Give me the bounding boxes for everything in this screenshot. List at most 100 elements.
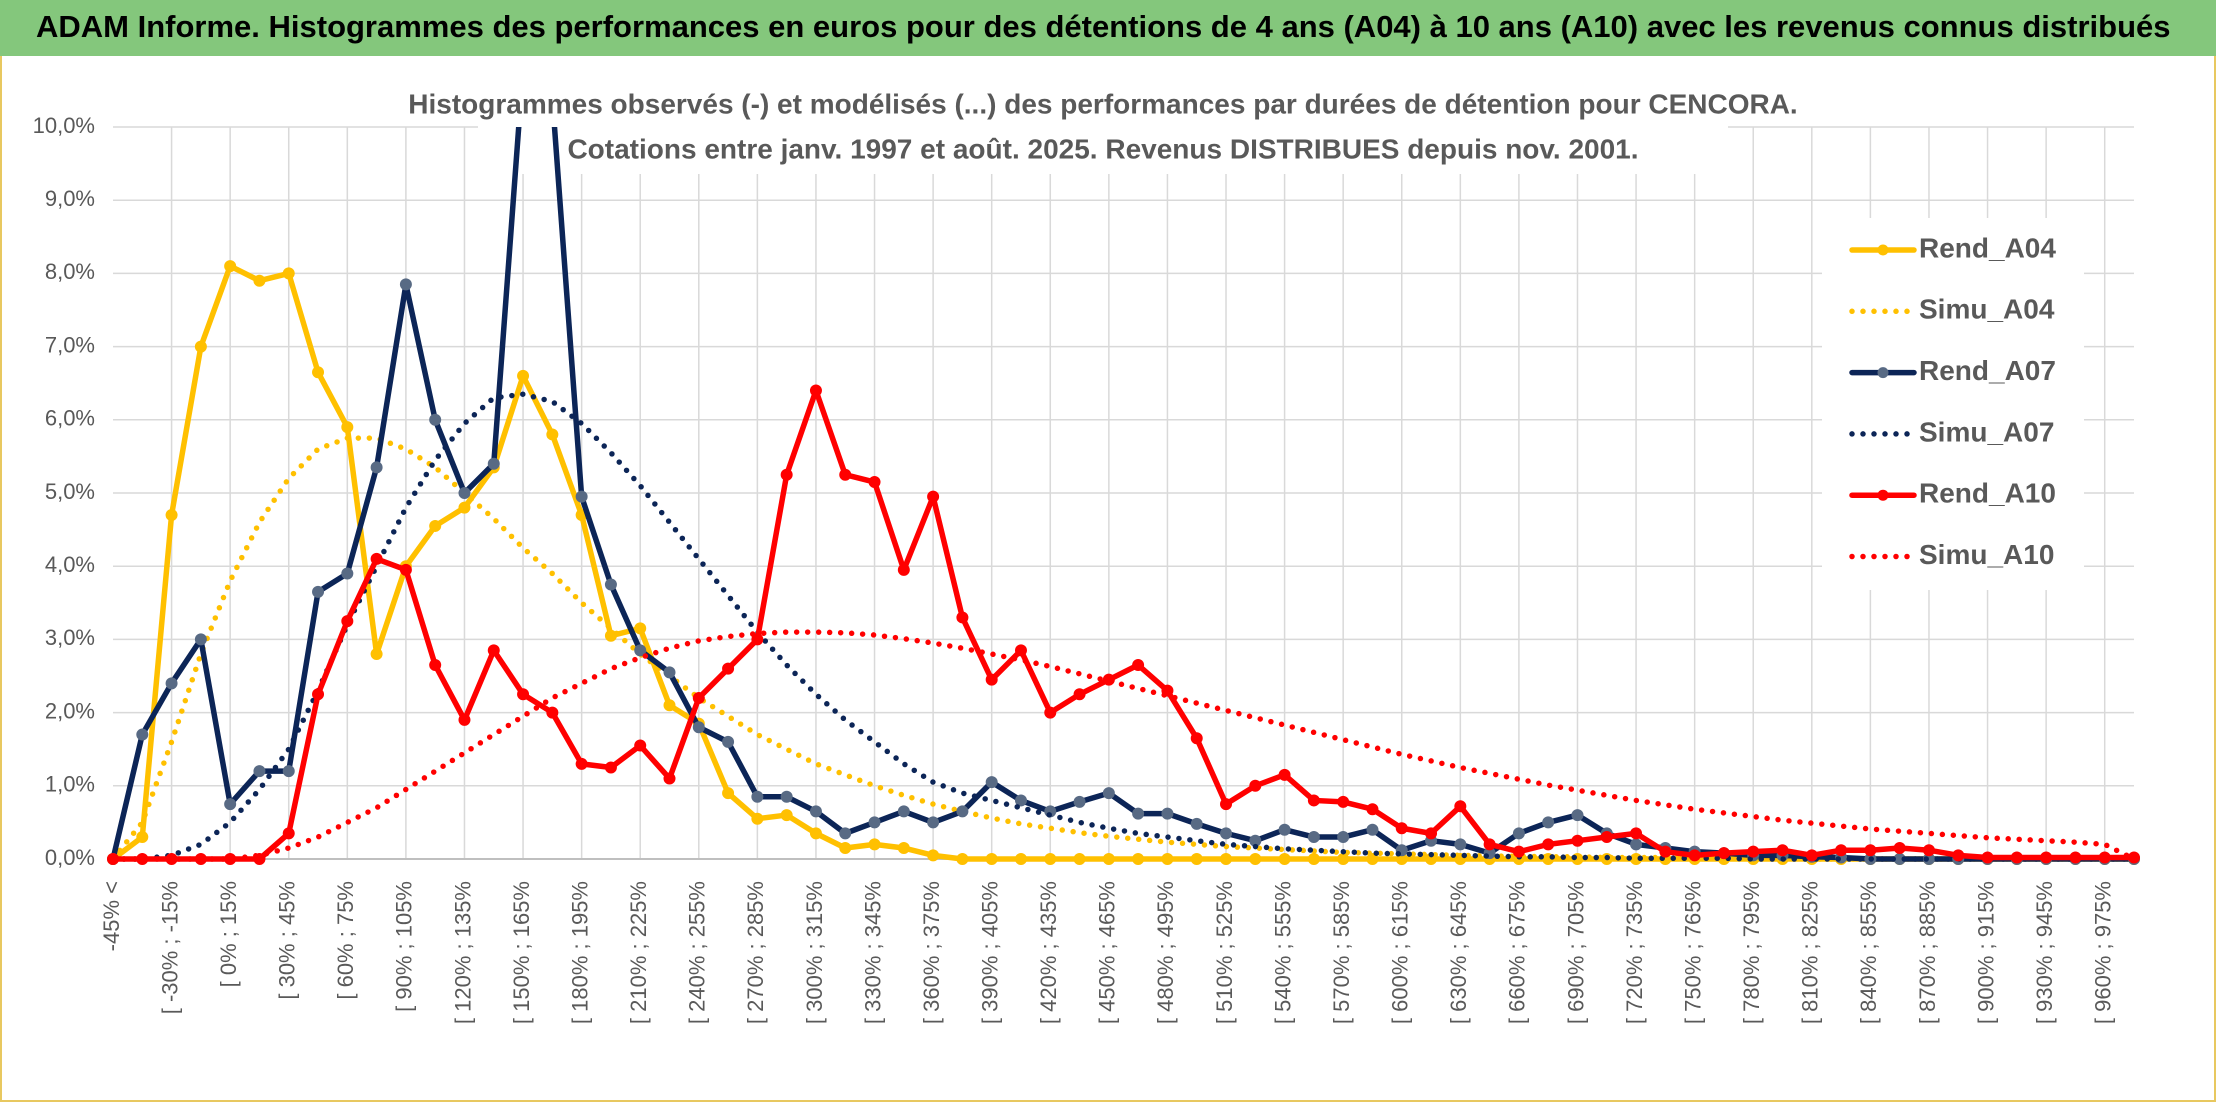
data-point xyxy=(1922,844,1935,857)
y-tick-label: 0,0% xyxy=(45,845,95,870)
data-point xyxy=(780,790,793,803)
legend-label: Rend_A10 xyxy=(1919,478,2056,509)
data-point xyxy=(1044,706,1057,719)
x-tick-label: [ 510% ; 525% xyxy=(1212,881,1237,1024)
data-point xyxy=(2098,851,2111,864)
y-tick-label: 1,0% xyxy=(45,772,95,797)
data-point xyxy=(897,563,910,576)
data-point xyxy=(604,761,617,774)
legend-label: Rend_A07 xyxy=(1919,355,2056,386)
data-point xyxy=(1220,827,1233,840)
data-point xyxy=(1483,838,1496,851)
data-point xyxy=(224,798,237,811)
data-point xyxy=(1014,853,1027,865)
x-tick-label: [ 60% ; 75% xyxy=(333,881,358,1000)
data-point xyxy=(604,578,617,591)
data-point xyxy=(2010,851,2023,864)
x-tick-label: [ 330% ; 345% xyxy=(860,881,885,1024)
x-tick-label: [ 30% ; 45% xyxy=(275,881,300,1000)
data-point xyxy=(1981,851,1994,864)
data-point xyxy=(809,805,822,818)
x-tick-label: [ 270% ; 285% xyxy=(743,881,768,1024)
x-tick-label: [ 570% ; 585% xyxy=(1329,881,1354,1024)
x-tick-label: [ -30% ; -15% xyxy=(157,881,182,1014)
data-point xyxy=(1278,768,1291,781)
data-point xyxy=(927,816,940,829)
legend-label: Simu_A04 xyxy=(1919,294,2055,325)
data-point xyxy=(868,816,881,829)
data-point xyxy=(1307,794,1320,807)
data-point xyxy=(751,633,764,646)
data-point xyxy=(517,688,530,701)
data-point xyxy=(722,735,735,748)
data-point xyxy=(429,413,442,426)
x-tick-label: [ 750% ; 765% xyxy=(1680,881,1705,1024)
data-point xyxy=(1630,838,1643,851)
data-point xyxy=(1805,849,1818,862)
legend-label: Simu_A07 xyxy=(1919,416,2054,447)
data-point xyxy=(165,508,178,521)
data-point xyxy=(546,428,559,441)
data-point xyxy=(1542,838,1555,851)
data-point xyxy=(634,622,647,635)
series-line xyxy=(110,629,2137,862)
data-point xyxy=(341,421,354,434)
data-point xyxy=(1073,688,1086,701)
data-point xyxy=(780,809,793,822)
x-tick-label: [ 150% ; 165% xyxy=(509,881,534,1024)
data-point xyxy=(282,765,295,778)
data-point xyxy=(194,633,207,646)
data-point xyxy=(341,615,354,628)
data-point xyxy=(1717,847,1730,860)
x-tick-label: [ 810% ; 825% xyxy=(1798,881,1823,1024)
data-point xyxy=(1307,853,1320,865)
data-point xyxy=(1102,853,1115,865)
data-point xyxy=(429,519,442,532)
data-point xyxy=(1395,822,1408,835)
data-point xyxy=(868,476,881,489)
x-tick-label: [ 690% ; 705% xyxy=(1563,881,1588,1024)
legend-label: Rend_A04 xyxy=(1919,232,2056,263)
data-point xyxy=(458,713,471,726)
x-tick-label: [ 180% ; 195% xyxy=(567,881,592,1024)
data-point xyxy=(839,468,852,481)
x-tick-label: [ 960% ; 975% xyxy=(2091,881,2116,1024)
x-tick-label: [ 930% ; 945% xyxy=(2032,881,2057,1024)
data-point xyxy=(1220,798,1233,811)
data-point xyxy=(1747,845,1760,858)
x-tick-label: [ 90% ; 105% xyxy=(392,881,417,1012)
data-point xyxy=(897,842,910,855)
data-point xyxy=(399,563,412,576)
x-tick-label: [ 420% ; 435% xyxy=(1036,881,1061,1024)
x-tick-label: [ 300% ; 315% xyxy=(802,881,827,1024)
x-tick-label: [ 900% ; 915% xyxy=(1973,881,1998,1024)
data-point xyxy=(1512,845,1525,858)
data-point xyxy=(692,691,705,704)
data-point xyxy=(312,366,325,379)
data-point xyxy=(136,831,149,844)
data-point xyxy=(253,274,266,287)
data-point xyxy=(956,611,969,624)
legend-marker xyxy=(1877,367,1889,379)
data-point xyxy=(1512,827,1525,840)
data-point xyxy=(429,659,442,672)
data-point xyxy=(1571,834,1584,847)
data-point xyxy=(399,278,412,291)
data-point xyxy=(1337,831,1350,844)
legend-marker xyxy=(1877,244,1889,256)
x-tick-label: [ 630% ; 645% xyxy=(1446,881,1471,1024)
data-point xyxy=(1600,831,1613,844)
data-point xyxy=(575,757,588,770)
x-tick-label: [ 600% ; 615% xyxy=(1388,881,1413,1024)
data-point xyxy=(985,673,998,686)
data-point xyxy=(1659,845,1672,858)
data-point xyxy=(839,842,852,855)
y-tick-label: 6,0% xyxy=(45,406,95,431)
data-point xyxy=(722,662,735,675)
y-tick-label: 7,0% xyxy=(45,332,95,357)
data-point xyxy=(956,853,969,865)
data-point xyxy=(2069,851,2082,864)
data-point xyxy=(194,340,207,353)
data-point xyxy=(1630,827,1643,840)
data-point xyxy=(1366,823,1379,836)
